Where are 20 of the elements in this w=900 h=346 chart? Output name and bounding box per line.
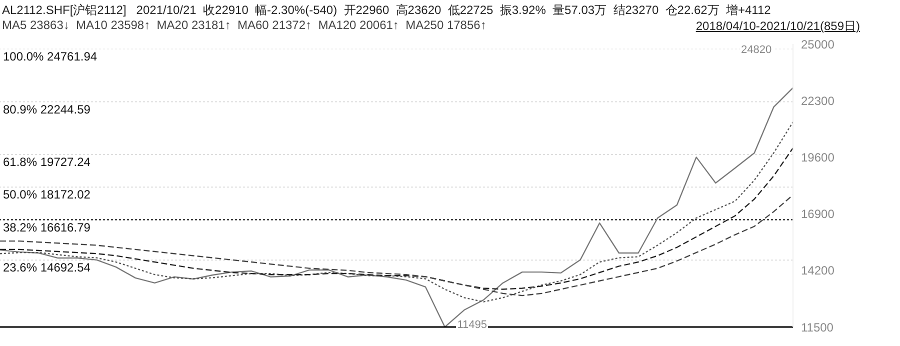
- y-tick-label: 11500: [801, 320, 834, 334]
- line-series: [0, 121, 794, 302]
- y-tick-label: 22300: [801, 94, 835, 108]
- line-series: [0, 147, 794, 290]
- y-tick-label: 14200: [801, 264, 835, 278]
- annotation: 11495: [456, 319, 488, 331]
- text: 2018/04/10-2021/10/21(859日): [696, 18, 860, 35]
- y-tick-label: 25000: [801, 37, 835, 52]
- y-tick-label: 16900: [801, 207, 835, 222]
- line-series: [0, 87, 794, 327]
- y-tick-label: 19600: [801, 150, 835, 164]
- ref-line-label: 23.6% 14692.54: [3, 260, 91, 275]
- chart-subtitle: MA5 23863↓ MA10 23598↑ MA20 23181↑ MA60 21372↑ MA120 20061↑ MA250 17856↑: [2, 18, 486, 32]
- ref-line-label: 50.0% 18172.02: [3, 188, 91, 202]
- ref-line-label: 38.2% 16616.79: [3, 220, 91, 234]
- ref-line-label: 100.0% 24761.94: [3, 50, 98, 64]
- ref-line-label: 61.8% 19727.24: [3, 155, 91, 170]
- ref-line-label: 80.9% 22244.59: [3, 102, 91, 116]
- annotation: 24820: [740, 44, 773, 56]
- chart-title: AL2112.SHF[沪铝2112] 2021/10/21 收22910 幅-2.30%(-540) 开22960 高23620 低22725 振3.92% 量57.03万 结23270 仓22.62万 增+4112: [2, 2, 771, 19]
